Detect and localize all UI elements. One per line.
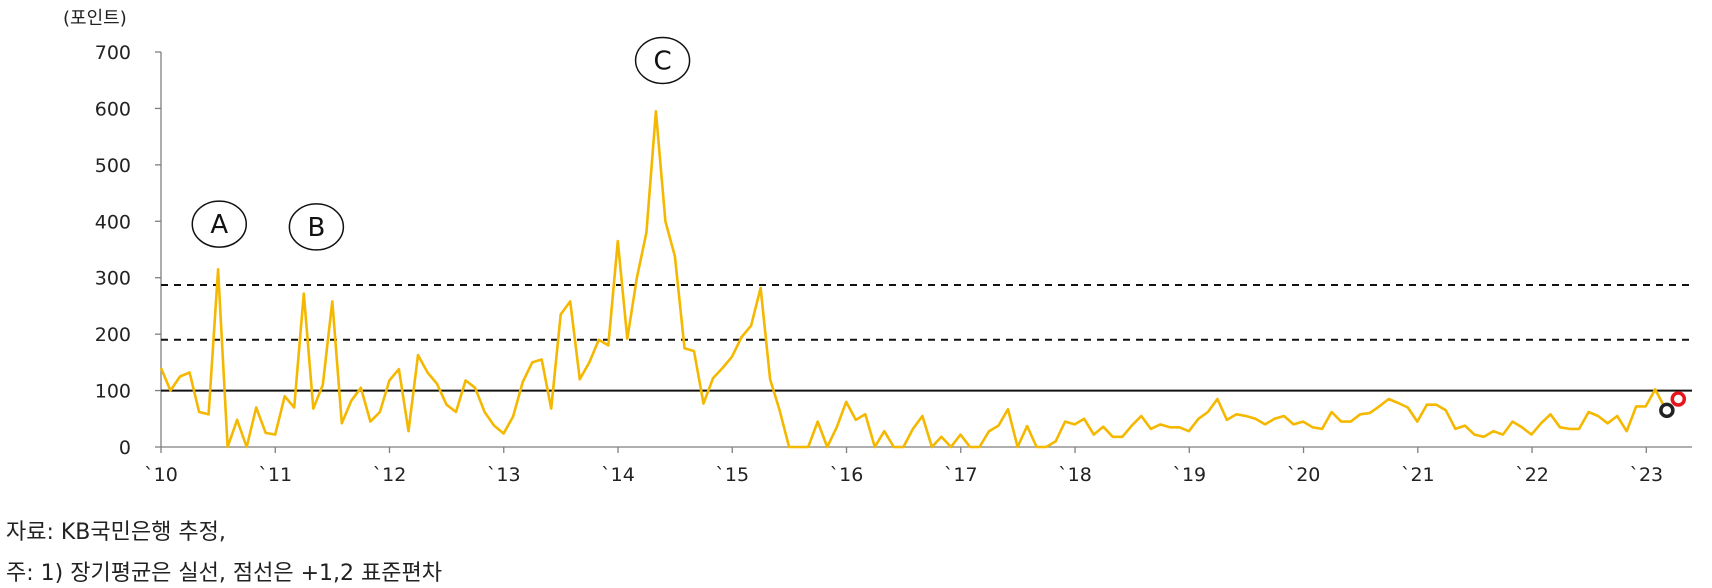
footnote: 주: 1) 장기평균은 실선, 점선은 +1,2 표준편차 [6, 561, 442, 586]
x-tick-label: `23 [1629, 464, 1663, 486]
x-axis: `10 `11 `12 `13 `14 `15 `16 `17 `18 `19 `20 `21 `22 `… [144, 446, 1692, 486]
x-tick-label: `11 [258, 464, 292, 486]
y-tick-label: 600 [95, 98, 131, 120]
annotation-circle [191, 200, 248, 248]
y-tick-label: 300 [95, 268, 131, 290]
series-line [159, 110, 1666, 449]
annotation-layer: A B C [191, 36, 691, 251]
marker-current-red [1670, 391, 1687, 407]
y-tick-label: 0 [119, 437, 131, 459]
y-axis: 0 100 200 300 400 500 600 700 [95, 42, 162, 459]
x-tick-label: `13 [487, 464, 521, 486]
source-note: 자료: KB국민은행 추정, [6, 520, 226, 545]
x-tick-label: `10 [144, 464, 178, 486]
annotation-label: A [210, 210, 228, 240]
y-tick-label: 700 [95, 42, 131, 64]
marker-current-black [1659, 402, 1675, 419]
x-tick-label: `20 [1287, 464, 1321, 486]
x-tick-label: `16 [830, 464, 864, 486]
annotation-circle [634, 36, 691, 85]
x-tick-label: `14 [601, 464, 635, 486]
x-tick-label: `21 [1401, 464, 1435, 486]
y-tick-label: 500 [95, 155, 131, 177]
annotation-circle [288, 203, 345, 251]
series-layer [159, 110, 1666, 449]
x-tick-label: `19 [1172, 464, 1206, 486]
x-tick-label: `15 [715, 464, 749, 486]
reference-lines [161, 284, 1692, 392]
x-tick-label: `22 [1515, 464, 1549, 486]
x-tick-label: `17 [944, 464, 978, 486]
x-tick-label: `18 [1058, 464, 1092, 486]
y-tick-label: 400 [95, 211, 131, 233]
y-tick-label: 100 [95, 381, 131, 403]
annotation-label: C [653, 46, 671, 76]
y-tick-label: 200 [95, 324, 131, 346]
annotation-label: B [307, 213, 325, 243]
x-tick-label: `12 [373, 464, 407, 486]
y-axis-unit-label: (포인트) [63, 8, 127, 29]
marker-layer [1659, 391, 1687, 419]
